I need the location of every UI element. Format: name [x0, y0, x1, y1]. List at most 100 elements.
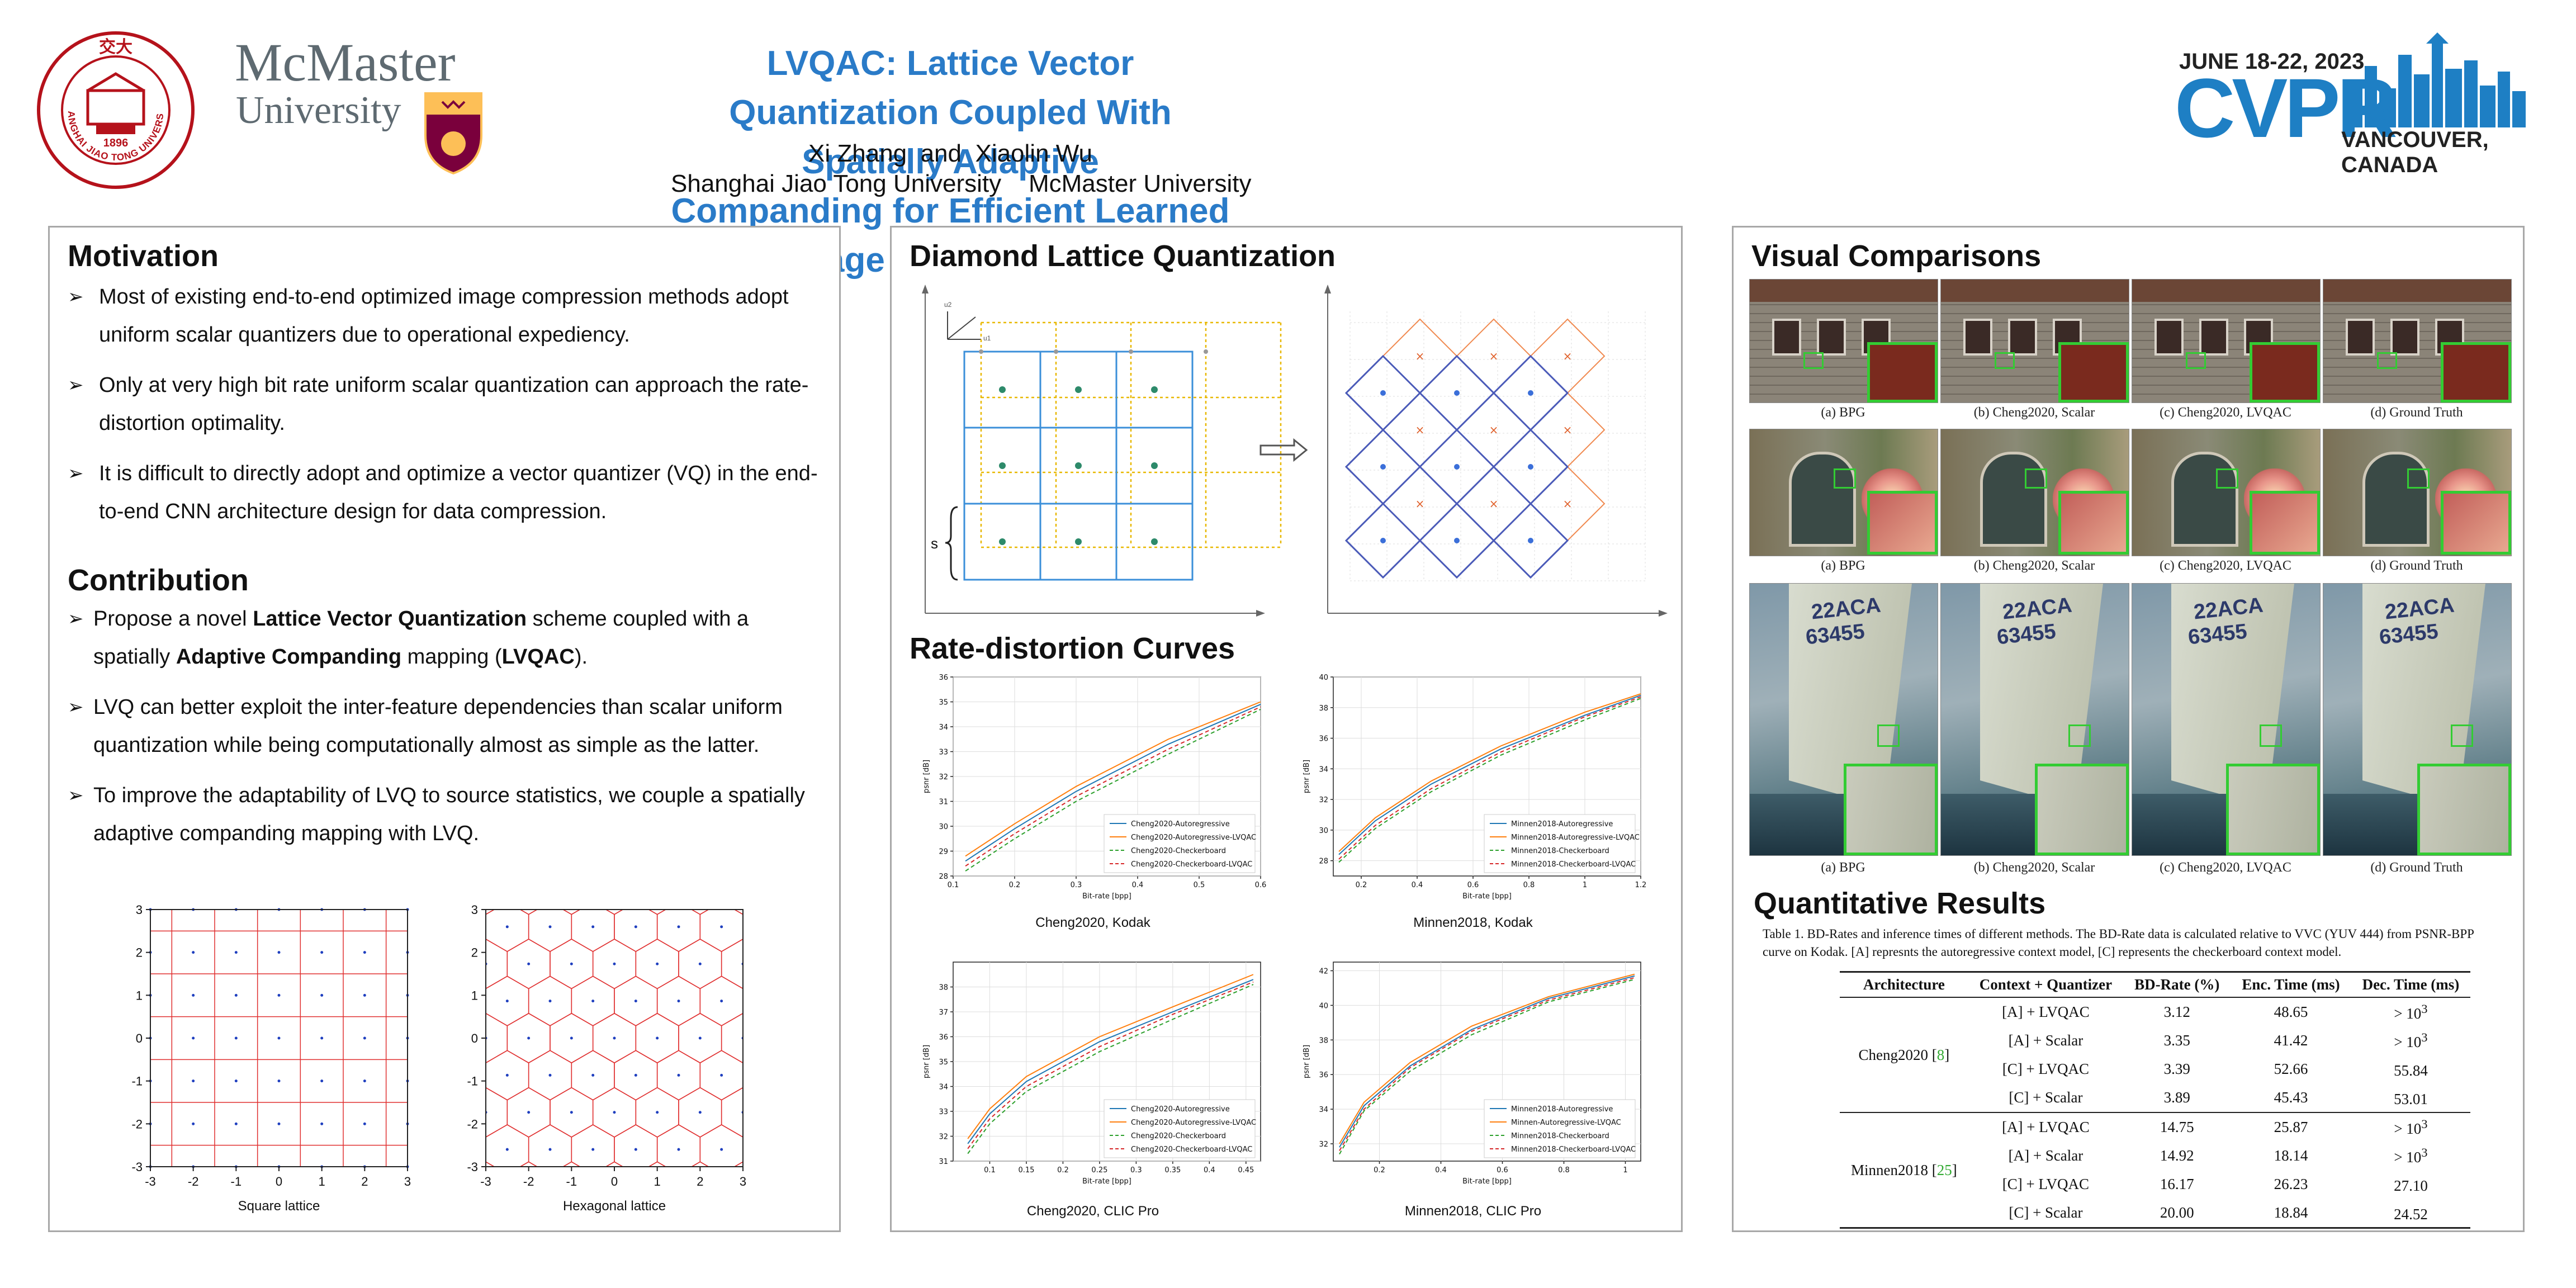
- lattice-point: [591, 1148, 595, 1151]
- y-tick-label: 31: [939, 798, 948, 807]
- comparison-caption: (b) Cheng2020, Scalar: [1973, 860, 2095, 875]
- rd-caption-4: Minnen2018, CLIC Pro: [1404, 1204, 1542, 1219]
- cvpr-location: VANCOUVER, CANADA: [2341, 127, 2489, 177]
- comparison-image: [1749, 279, 1938, 403]
- rd-caption-3: Cheng2020, CLIC Pro: [1026, 1204, 1159, 1219]
- motivation-text-1: Most of existing end-to-end optimized im…: [99, 285, 789, 347]
- table-row: [C] + LVQAC 3.39 52.66 55.84: [1840, 1055, 2470, 1083]
- lattice-point: [234, 1079, 238, 1083]
- citation-link[interactable]: 8: [1936, 1046, 1945, 1063]
- zoom-inset: [1844, 764, 1938, 855]
- hex-cell: [742, 913, 743, 940]
- zoom-source-box: [2407, 468, 2430, 489]
- zoom-inset: [2441, 491, 2511, 555]
- lattice-point: [277, 1079, 281, 1083]
- offset-cross-icon: ×: [1563, 349, 1573, 363]
- y-tick-label: 36: [1319, 1071, 1328, 1079]
- vancouver-skyline-icon: [2348, 32, 2526, 127]
- step-size-brace: [945, 506, 958, 581]
- comparison-image: [2132, 279, 2321, 403]
- dec-time-value: > 10: [2394, 1149, 2422, 1166]
- visual-comparison-grid: (a) BPG (b) Cheng2020, Scalar (c) Cheng202…: [1749, 279, 2515, 875]
- lvq-term: Lattice Vector Quantization: [253, 607, 527, 631]
- series-line-4: [1338, 696, 1641, 860]
- cell-context-quantizer: [C] + LVQAC: [2002, 1060, 2090, 1077]
- lattice-point: [277, 951, 281, 954]
- ref-bracket: ]: [1944, 1046, 1950, 1063]
- lattice-point: [591, 1000, 595, 1003]
- lattice-center-point: [999, 386, 1006, 393]
- y-tick-label: 28: [939, 873, 948, 881]
- series-line-2: [1339, 973, 1635, 1144]
- lattice-center-point: [1151, 538, 1158, 545]
- series-line-2: [965, 701, 1261, 857]
- x-tick-label: 0.4: [1204, 1166, 1215, 1175]
- arrow-bullet-icon: ➢: [68, 785, 84, 806]
- col-enc-time: Enc. Time (ms): [2231, 971, 2351, 998]
- y-axis-label: psnr [dB]: [1303, 760, 1311, 793]
- x-tick-label: 0.5: [1194, 881, 1205, 889]
- diamond-center-point: [1528, 464, 1533, 470]
- architecture-name: Cheng2020: [1858, 1046, 1929, 1063]
- lattice-point: [720, 1073, 723, 1077]
- cell-enc-time: 25.87: [2231, 1112, 2351, 1142]
- lattice-point: [720, 1148, 723, 1151]
- y-tick-label: 0: [136, 1031, 143, 1045]
- cell-context-quantizer: [A] + Scalar: [2008, 1147, 2083, 1164]
- comparison-caption: (a) BPG: [1821, 405, 1865, 420]
- table-row: [A] + Scalar 14.92 18.14 > 103: [1840, 1142, 2470, 1170]
- diamond-center-point: [1380, 464, 1386, 470]
- x-tick-label: 0.4: [1435, 1166, 1447, 1175]
- lattice-point: [363, 1036, 366, 1040]
- x-tick-label: 0.15: [1018, 1166, 1034, 1175]
- citation-link[interactable]: 25: [1936, 1161, 1952, 1178]
- lattice-point: [613, 962, 616, 965]
- lattice-point: [277, 1036, 281, 1040]
- y-tick-label: 38: [1319, 704, 1328, 713]
- y-axis-arrow-icon: [922, 285, 929, 293]
- basis-u2-label: u2: [944, 301, 952, 309]
- window-shape: [2008, 319, 2037, 356]
- y-axis-label: psnr [dB]: [1303, 1045, 1311, 1078]
- architecture-name: Minnen2018: [1851, 1161, 1928, 1178]
- diamond-center-point: [1528, 538, 1533, 543]
- y-tick-label: 33: [939, 749, 948, 757]
- legend-box: [1104, 814, 1256, 873]
- companding-term: Adaptive Companding: [176, 645, 402, 669]
- lattice-point: [634, 1148, 637, 1151]
- cell-enc-time: 52.66: [2274, 1060, 2308, 1077]
- y-tick-label: 38: [939, 984, 948, 992]
- lattice-point: [570, 962, 573, 965]
- zoom-inset: [2058, 491, 2129, 555]
- dec-time-exponent: 3: [2421, 1030, 2428, 1044]
- cell-context-quantizer: [C] + LVQAC: [2002, 1176, 2090, 1192]
- lattice-point: [698, 1036, 702, 1040]
- lattice-point: [634, 1073, 637, 1077]
- offset-cross-icon: ×: [1489, 497, 1499, 510]
- lattice-center-point: [1151, 386, 1158, 393]
- cell-enc-time: 18.84: [2231, 1199, 2351, 1229]
- y-tick-label: 34: [939, 723, 948, 732]
- comparison-caption: (d) Ground Truth: [2370, 558, 2463, 573]
- y-axis-label: psnr [dB]: [922, 760, 931, 793]
- offset-point: [1054, 349, 1058, 354]
- lattice-point: [363, 1122, 366, 1125]
- lattice-point: [234, 951, 238, 954]
- lattice-point: [505, 1000, 509, 1003]
- cell-dec-time: > 103: [2351, 1112, 2471, 1142]
- dec-time-value: 27.10: [2394, 1177, 2428, 1194]
- cell-context-quantizer: [A] + LVQAC: [2002, 1003, 2090, 1020]
- lattice-point: [463, 1074, 466, 1077]
- arched-window-shape: [1980, 452, 2047, 547]
- hex-cell: [443, 1125, 486, 1174]
- legend-entry: Cheng2020-Autoregressive-LVQAC: [1131, 834, 1256, 842]
- y-tick-label: 30: [939, 823, 948, 831]
- cell-bd-rate: 3.89: [2163, 1089, 2190, 1106]
- lattice-point: [570, 1111, 573, 1114]
- x-tick-label: 0.25: [1091, 1166, 1107, 1175]
- legend-box: [1104, 1099, 1256, 1158]
- cell-enc-time: 48.65: [2274, 1003, 2308, 1020]
- roof-region: [1941, 280, 2129, 302]
- x-tick-label: 0.8: [1558, 1166, 1570, 1175]
- cell-bd-rate: 14.92: [2160, 1147, 2194, 1164]
